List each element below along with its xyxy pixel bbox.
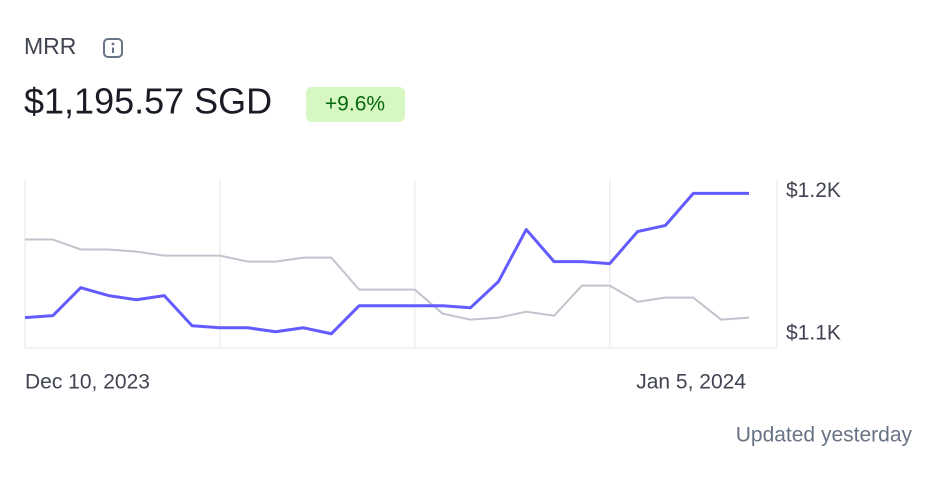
footer: Updated yesterday (736, 424, 913, 447)
x-tick-label: Jan 5, 2024 (636, 371, 746, 394)
info-icon[interactable] (103, 38, 123, 58)
x-tick-label: Dec 10, 2023 (25, 371, 150, 394)
headline: $1,195.57 SGD (24, 81, 272, 122)
change: +9.6% (325, 93, 385, 116)
y-tick-label: $1.1K (786, 321, 841, 344)
title: MRR (24, 33, 76, 59)
change-badge (306, 87, 405, 122)
series-line (25, 238, 750, 321)
y-tick-label: $1.2K (786, 179, 841, 202)
series-line (24, 191, 749, 336)
